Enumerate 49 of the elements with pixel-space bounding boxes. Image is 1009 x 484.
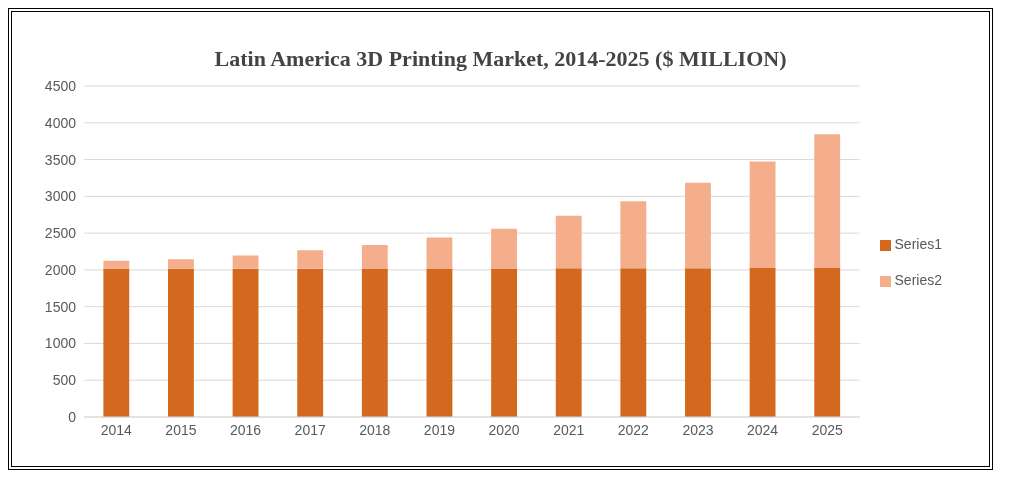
bar: [620, 201, 647, 269]
bar: [814, 134, 841, 269]
y-tick-label: 2500: [44, 225, 77, 242]
bar: [297, 250, 324, 269]
bar: [749, 161, 776, 269]
x-tick-label: 2021: [553, 421, 585, 438]
x-tick-label: 2022: [617, 421, 650, 438]
y-tick-label: 2000: [44, 261, 77, 278]
x-tick-label: 2018: [359, 421, 391, 438]
y-tick-label: 3500: [44, 151, 77, 168]
bar: [103, 268, 130, 417]
bar: [749, 268, 776, 417]
y-tick-label: 4500: [44, 77, 77, 94]
bar: [103, 260, 130, 269]
x-tick-label: 2024: [747, 421, 779, 438]
y-tick-label: 1000: [44, 335, 77, 352]
bar: [491, 228, 517, 269]
bar: [620, 268, 647, 417]
chart-title: Latin America 3D Printing Market, 2014-2025 ($ MILLION): [213, 46, 788, 72]
bar: [685, 182, 711, 269]
bar: [685, 268, 711, 417]
bar: [297, 268, 324, 417]
y-tick-label: 0: [68, 408, 77, 425]
bar: [232, 255, 259, 269]
bar: [361, 245, 388, 269]
y-tick-label: 1500: [44, 298, 77, 315]
bar: [232, 268, 259, 417]
bar: [361, 268, 388, 417]
x-tick-label: 2025: [811, 421, 843, 438]
y-tick-label: 500: [52, 372, 77, 389]
x-tick-label: 2020: [488, 421, 520, 438]
x-tick-label: 2023: [682, 421, 714, 438]
x-tick-label: 2016: [229, 421, 262, 438]
bar: [426, 237, 453, 269]
bar: [814, 268, 841, 417]
y-tick-label: 4000: [44, 114, 77, 131]
y-tick-label: 3000: [44, 188, 77, 205]
x-tick-label: 2019: [423, 421, 456, 438]
legend-label: Series2: [894, 272, 942, 288]
bar: [555, 215, 582, 269]
bar: [168, 268, 194, 417]
x-tick-label: 2017: [294, 421, 326, 438]
bar: [426, 268, 453, 417]
bar: [555, 268, 582, 417]
bar: [491, 268, 517, 417]
legend-label: Series1: [894, 236, 942, 252]
x-tick-label: 2014: [100, 421, 133, 438]
x-tick-label: 2015: [165, 421, 197, 438]
bar: [168, 259, 194, 269]
